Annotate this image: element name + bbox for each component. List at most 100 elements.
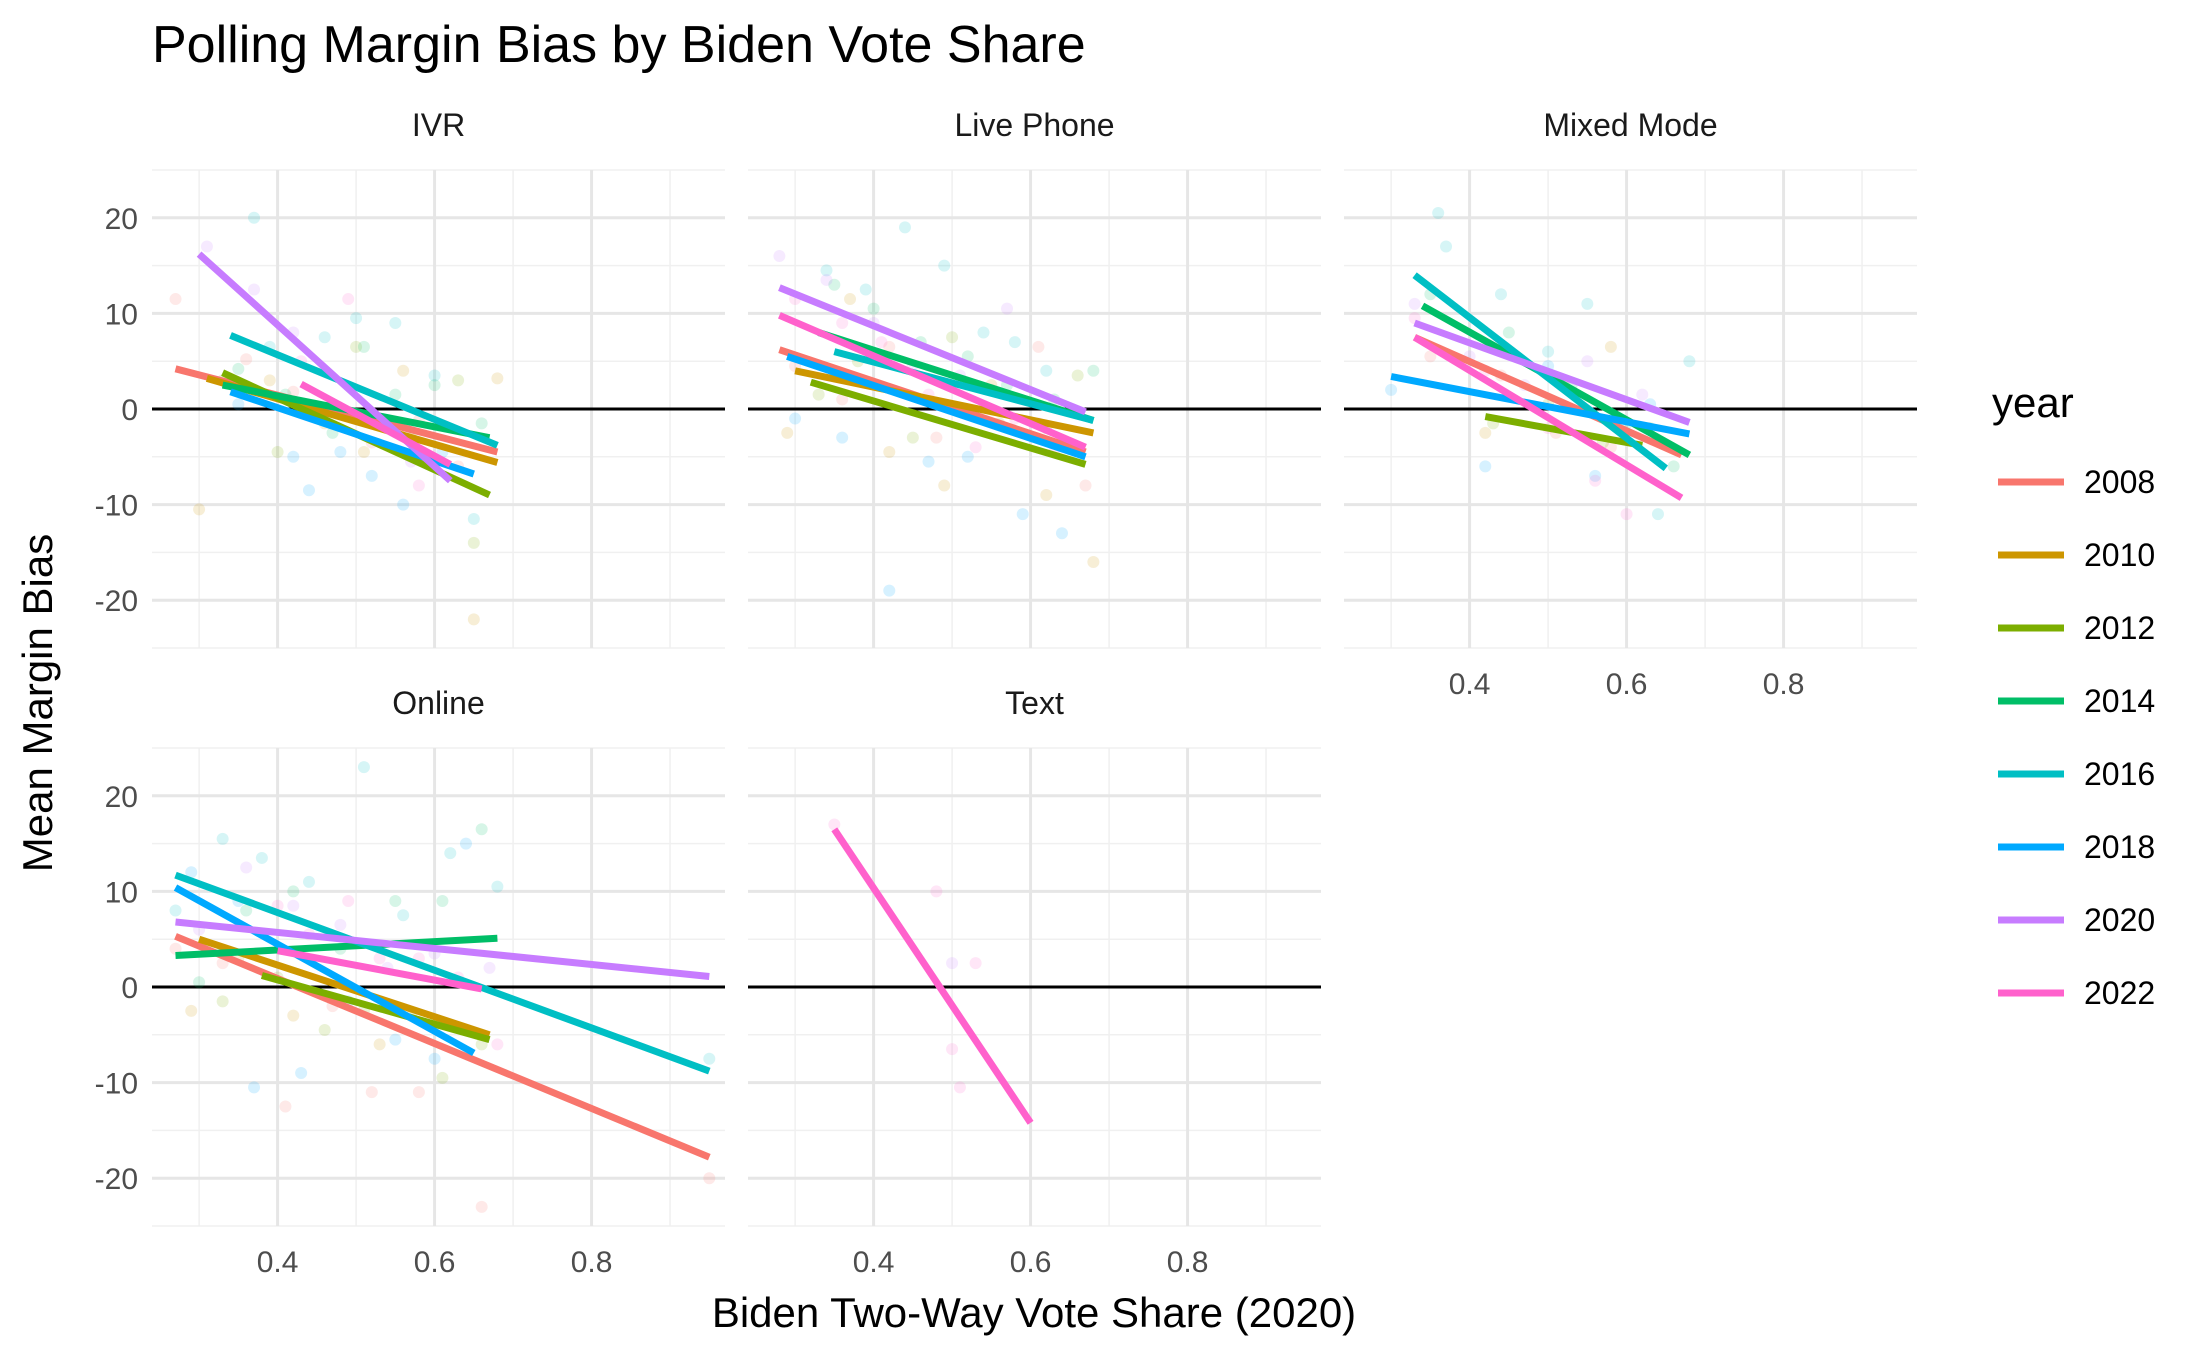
y-tick-label: 10 [105, 298, 138, 331]
data-point-2010 [397, 364, 410, 377]
data-point-2010 [781, 426, 794, 439]
data-point-2016 [1494, 288, 1507, 301]
trend-line-2014 [175, 934, 498, 959]
data-point-2012 [318, 1024, 331, 1037]
data-point-2016 [1651, 508, 1664, 521]
data-point-2018 [334, 446, 347, 459]
data-point-2018 [1479, 460, 1492, 473]
data-point-2014 [389, 388, 402, 401]
trend-line-2012 [260, 972, 491, 1043]
y-tick-label: -20 [95, 585, 138, 618]
data-point-2018 [397, 498, 410, 511]
data-point-2018 [1385, 383, 1398, 396]
x-tick-label: 0.4 [853, 1246, 895, 1279]
legend-item-2008: 2008 [1998, 464, 2155, 500]
data-point-2012 [467, 536, 480, 549]
data-point-2022 [1620, 508, 1633, 521]
data-point-2012 [452, 374, 465, 387]
trend-line-2022 [831, 827, 1034, 1125]
data-point-2016 [1040, 364, 1053, 377]
data-point-2018 [248, 1081, 261, 1094]
data-point-2020 [1001, 302, 1014, 315]
data-point-2022 [946, 1043, 959, 1056]
data-point-2020 [946, 957, 959, 970]
data-point-2020 [334, 918, 347, 931]
legend-item-2020: 2020 [1998, 902, 2155, 938]
data-point-2010 [263, 374, 276, 387]
legend-label-2016: 2016 [2084, 756, 2155, 792]
data-point-2022 [930, 885, 943, 898]
data-point-2008 [412, 1086, 425, 1099]
data-point-2012 [216, 995, 229, 1008]
trend-line-2022 [299, 381, 452, 468]
data-point-2018 [1016, 508, 1029, 521]
legend-label-2008: 2008 [2084, 464, 2155, 500]
legend: year 2008 2010 2012 2014 2016 2018 2020 2022 [1992, 379, 2155, 1011]
data-point-2010 [287, 1009, 300, 1022]
data-point-2016 [1432, 207, 1445, 220]
data-point-2014 [1502, 326, 1515, 339]
data-point-2008 [930, 431, 943, 444]
data-point-2020 [1636, 388, 1649, 401]
data-point-2018 [428, 1052, 441, 1065]
data-point-2014 [828, 278, 841, 291]
data-point-2014 [240, 904, 253, 917]
data-point-2022 [953, 1081, 966, 1094]
data-point-2016 [428, 369, 441, 382]
data-point-2014 [436, 894, 449, 907]
y-tick-label: 20 [105, 781, 138, 814]
data-point-2018 [295, 1067, 308, 1080]
data-point-2012 [350, 340, 363, 353]
data-point-2018 [883, 584, 896, 597]
data-point-2020 [820, 273, 833, 286]
chart-title: Polling Margin Bias by Biden Vote Share [152, 16, 1086, 74]
x-tick-label: 0.8 [1763, 668, 1805, 701]
data-point-2010 [844, 293, 857, 306]
data-point-2018 [922, 455, 935, 468]
data-point-2008 [287, 385, 300, 398]
data-point-2018 [961, 450, 974, 463]
trend-line-2018 [173, 884, 476, 1057]
y-tick-label: -10 [95, 1068, 138, 1101]
panels-layer: IVR 20 10 0 -10 -20 Live Phone Mixed Mode 0.4 0.6… [95, 107, 1917, 1279]
data-point-2020 [773, 250, 786, 263]
trend-line-2022 [276, 947, 483, 993]
x-tick-label: 0.8 [571, 1246, 613, 1279]
panel-online: Online 20 10 0 -10 -20 0.4 0.6 0.8 [95, 685, 725, 1279]
x-tick-label: 0.6 [1010, 1246, 1052, 1279]
data-point-2008 [240, 353, 253, 366]
data-point-2020 [483, 961, 496, 974]
trend-line-2020 [778, 284, 1087, 416]
data-point-2016 [1008, 336, 1021, 349]
data-point-2008 [836, 393, 849, 406]
y-tick-label: 0 [121, 972, 138, 1005]
data-point-2010 [373, 1038, 386, 1051]
data-point-2016 [820, 264, 833, 277]
data-point-2016 [1542, 345, 1555, 358]
data-point-2018 [1589, 469, 1602, 482]
x-tick-label: 0.6 [414, 1246, 456, 1279]
data-point-2018 [389, 1033, 402, 1046]
data-point-2016 [318, 331, 331, 344]
legend-item-2018: 2018 [1998, 829, 2155, 865]
data-point-2008 [1424, 350, 1437, 363]
panel-text: Text 0.4 0.6 0.8 [748, 685, 1321, 1279]
data-point-2008 [169, 942, 182, 955]
data-point-2018 [789, 412, 802, 425]
legend-label-2012: 2012 [2084, 610, 2155, 646]
data-point-2014 [389, 894, 402, 907]
trend-line-2016 [174, 871, 711, 1075]
data-point-2008 [1032, 340, 1045, 353]
trend-line-2022 [778, 312, 1087, 451]
legend-label-2022: 2022 [2084, 975, 2155, 1011]
trend-line-2020 [175, 918, 710, 980]
trend-line-2010 [794, 367, 1095, 437]
data-point-2018 [459, 837, 472, 850]
data-point-2022 [969, 957, 982, 970]
data-point-2012 [906, 431, 919, 444]
data-point-2014 [357, 340, 370, 353]
x-tick-label: 0.4 [257, 1246, 299, 1279]
data-point-2022 [969, 441, 982, 454]
data-point-2020 [248, 283, 261, 296]
legend-item-2016: 2016 [1998, 756, 2155, 792]
